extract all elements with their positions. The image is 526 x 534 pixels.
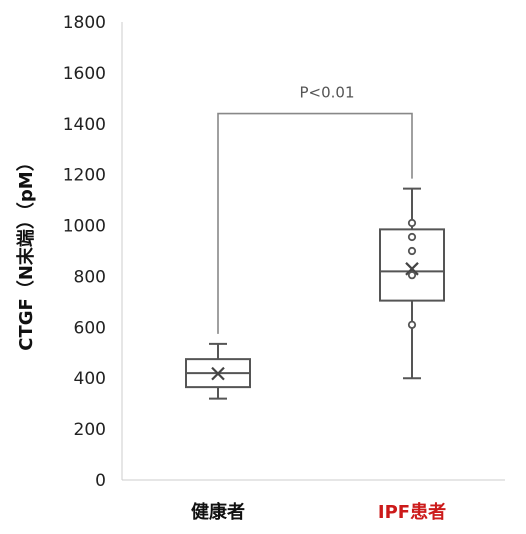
significance-annotation: P<0.01 bbox=[217, 84, 413, 334]
y-tick-label: 600 bbox=[74, 318, 106, 338]
mean-marker bbox=[211, 366, 225, 381]
y-tick-label: 1200 bbox=[63, 166, 106, 186]
outlier-point bbox=[407, 271, 417, 280]
box-group bbox=[379, 187, 445, 380]
iqr-box bbox=[379, 228, 445, 302]
outlier-point bbox=[407, 320, 417, 329]
outlier-point bbox=[407, 246, 417, 256]
mean-marker bbox=[405, 262, 419, 276]
box-group bbox=[185, 342, 251, 400]
outlier-point bbox=[407, 218, 417, 228]
box-series bbox=[185, 187, 445, 400]
mean-marker-stroke bbox=[211, 366, 225, 381]
significance-label: P<0.01 bbox=[299, 84, 354, 102]
y-tick-label: 1600 bbox=[63, 64, 106, 84]
x-category-label: IPF患者 bbox=[378, 502, 446, 523]
y-tick-label: 400 bbox=[74, 369, 106, 389]
mean-marker-stroke bbox=[405, 262, 419, 276]
y-axis-ticks: 0 200 400 600 800 1000 1200 1400 1600 1800 bbox=[63, 13, 106, 491]
x-category-label: 健康者 bbox=[191, 501, 245, 523]
y-tick-label: 800 bbox=[74, 267, 106, 287]
y-tick-label: 0 bbox=[95, 471, 106, 491]
y-tick-label: 200 bbox=[74, 420, 106, 440]
y-tick-label: 1000 bbox=[63, 217, 106, 237]
y-tick-label: 1800 bbox=[63, 13, 106, 33]
y-axis-label: CTGF（N末端）（pM） bbox=[15, 153, 37, 350]
y-tick-label: 1400 bbox=[63, 115, 106, 135]
significance-bracket bbox=[217, 112, 413, 334]
outlier-point bbox=[407, 232, 417, 242]
x-axis-categories: 健康者 IPF患者 bbox=[191, 501, 446, 523]
